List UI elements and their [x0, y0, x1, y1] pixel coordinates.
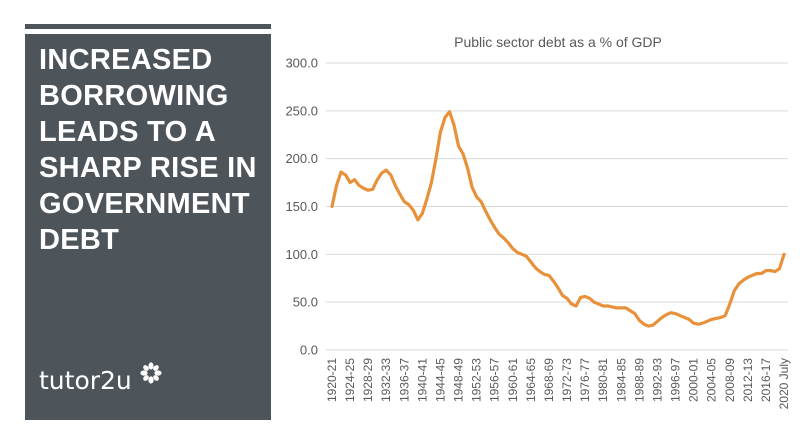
debt-line-chart: Public sector debt as a % of GDP 0.0 50.0 1…	[285, 34, 791, 409]
headline-line: SHARP RISE IN	[39, 152, 257, 184]
y-tick-label: 0.0	[300, 343, 318, 358]
headline-line: INCREASED	[39, 44, 213, 76]
x-tick-label: 1936-37	[397, 358, 411, 402]
headline: INCREASED BORROWING LEADS TO A SHARP RIS…	[39, 42, 264, 258]
series-line	[330, 110, 786, 328]
x-tick-label: 1984-85	[614, 358, 628, 402]
x-tick-label: 2020 July	[777, 358, 791, 409]
x-tick-label: 1992-93	[650, 358, 664, 402]
headline-line: LEADS TO A	[39, 116, 217, 148]
y-tick-label: 200.0	[285, 151, 318, 166]
x-tick-label: 1928-29	[361, 358, 375, 402]
top-divider-bar	[25, 24, 271, 29]
y-tick-label: 300.0	[285, 56, 318, 71]
x-tick-label: 1988-89	[632, 358, 646, 402]
x-tick-label: 1968-69	[542, 358, 556, 402]
x-tick-label: 1920-21	[325, 358, 339, 402]
x-tick-label: 1964-65	[524, 358, 538, 402]
y-tick-label: 50.0	[293, 295, 318, 310]
asterisk-flower-icon	[140, 362, 162, 384]
x-tick-label: 2016-17	[759, 358, 773, 402]
y-tick-label: 250.0	[285, 103, 318, 118]
x-tick-label: 2012-13	[741, 358, 755, 402]
x-tick-label: 1924-25	[343, 358, 357, 402]
headline-line: GOVERNMENT	[39, 188, 250, 220]
title-panel: INCREASED BORROWING LEADS TO A SHARP RIS…	[25, 34, 271, 420]
x-tick-label: 1944-45	[433, 358, 447, 402]
x-tick-label: 1976-77	[578, 358, 592, 402]
y-tick-label: 100.0	[285, 247, 318, 262]
x-tick-label: 1996-97	[669, 358, 683, 402]
headline-line: DEBT	[39, 224, 120, 256]
x-tick-label: 2004-05	[705, 358, 719, 402]
x-tick-label: 1948-49	[452, 358, 466, 402]
x-tick-label: 2008-09	[723, 358, 737, 402]
brand-logo: tutor2u	[39, 362, 162, 396]
brand-name: tutor2u	[39, 366, 132, 395]
x-tick-label: 1956-57	[488, 358, 502, 402]
headline-line: BORROWING	[39, 80, 229, 112]
y-tick-label: 150.0	[285, 199, 318, 214]
x-tick-label: 1952-53	[470, 358, 484, 402]
x-tick-label: 1940-41	[415, 358, 429, 402]
x-tick-label: 1980-81	[596, 358, 610, 402]
x-tick-label: 1960-61	[506, 358, 520, 402]
chart-title: Public sector debt as a % of GDP	[454, 34, 662, 50]
x-tick-label: 1972-73	[560, 358, 574, 402]
x-tick-label: 1932-33	[379, 358, 393, 402]
x-tick-label: 2000-01	[687, 358, 701, 402]
